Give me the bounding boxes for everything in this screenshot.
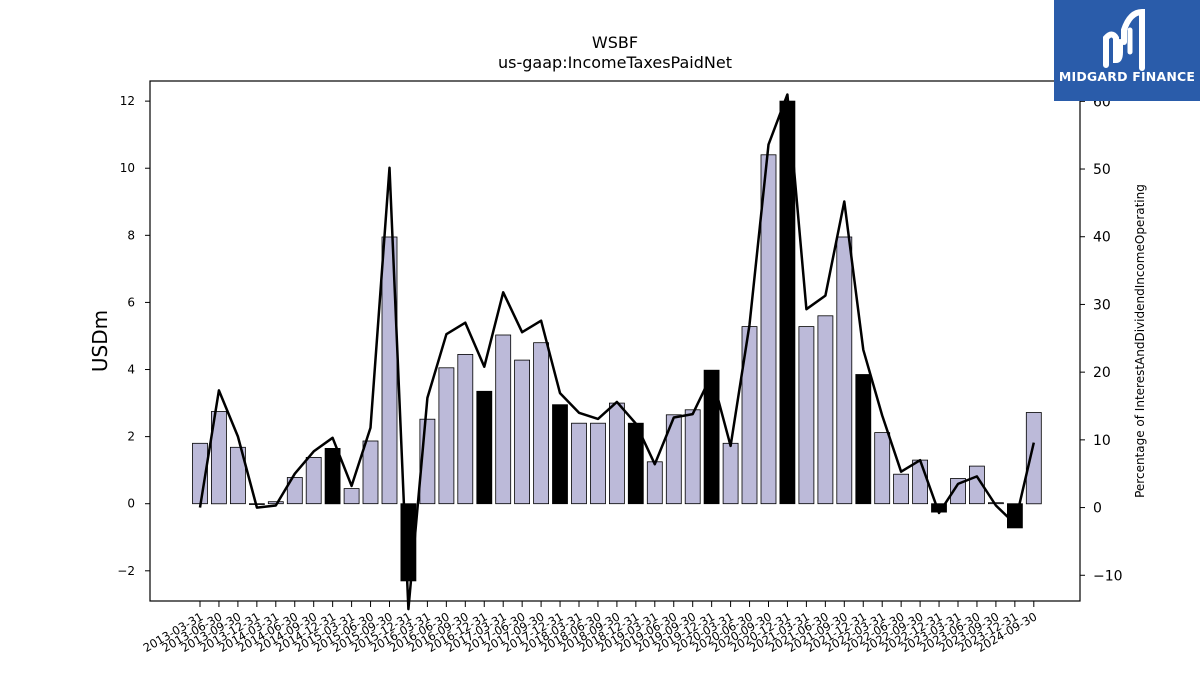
bar [684, 409, 701, 505]
bar [969, 465, 985, 505]
bar-series [192, 100, 1042, 582]
bar [362, 440, 379, 505]
y2-tick-label: −10 [1093, 568, 1123, 584]
percentage-line [198, 93, 1036, 611]
bar [874, 432, 891, 505]
bar [495, 334, 512, 505]
x-axis: 2013-03-312013-06-302013-09-302013-12-31… [141, 601, 1039, 655]
bar [476, 390, 493, 505]
y-tick-label: 2 [127, 430, 135, 444]
bar [609, 402, 625, 505]
bar [590, 422, 606, 505]
y-tick-label: 6 [127, 295, 135, 309]
midgard-logo-icon [1103, 8, 1145, 71]
brand-logo: MIDGARD FINANCE [1054, 0, 1200, 101]
bar [855, 374, 872, 505]
y2-tick-label: 40 [1093, 230, 1111, 246]
bar [286, 477, 303, 505]
bar [798, 326, 815, 505]
bar [324, 447, 341, 505]
chart-subtitle: us-gaap:IncomeTaxesPaidNet [498, 53, 732, 72]
bar [1025, 412, 1042, 505]
y2-tick-label: 30 [1093, 297, 1111, 313]
bar [457, 353, 474, 505]
bar [210, 411, 227, 505]
bar [817, 315, 834, 505]
chart-title: WSBF [591, 33, 639, 52]
y2-tick-label: 50 [1093, 162, 1111, 178]
bar [646, 461, 663, 505]
y2-tick-label: 20 [1093, 365, 1111, 381]
bar [343, 488, 360, 505]
bar [514, 359, 530, 505]
y-axis-left: −2 0 2 4 6 8 10 12 [117, 94, 150, 578]
y-axis-label: USDm [88, 310, 112, 372]
y-tick-label: −2 [117, 564, 135, 578]
y2-tick-label: 10 [1093, 433, 1111, 449]
y-tick-label: 10 [120, 161, 135, 175]
bar [950, 478, 966, 505]
y-tick-label: 8 [127, 228, 135, 242]
y2-tick-label: 0 [1093, 501, 1102, 517]
bar [229, 446, 246, 505]
bar [836, 236, 853, 505]
bar [665, 414, 682, 505]
y-tick-label: 12 [120, 94, 135, 108]
bar [438, 367, 455, 505]
brand-name: MIDGARD FINANCE [1058, 69, 1196, 84]
bar [703, 369, 720, 505]
bar [571, 422, 587, 505]
y-tick-label: 0 [127, 497, 135, 511]
y-tick-label: 4 [127, 363, 135, 377]
bar [533, 342, 549, 505]
y2-axis-label: Percentage of InterestAndDividendIncomeO… [1133, 184, 1147, 498]
bar [552, 404, 568, 505]
plot-area [149, 80, 1081, 602]
bar [893, 473, 909, 505]
bar [912, 459, 928, 505]
bar [760, 154, 777, 505]
bar [722, 442, 739, 505]
bar [305, 456, 322, 505]
